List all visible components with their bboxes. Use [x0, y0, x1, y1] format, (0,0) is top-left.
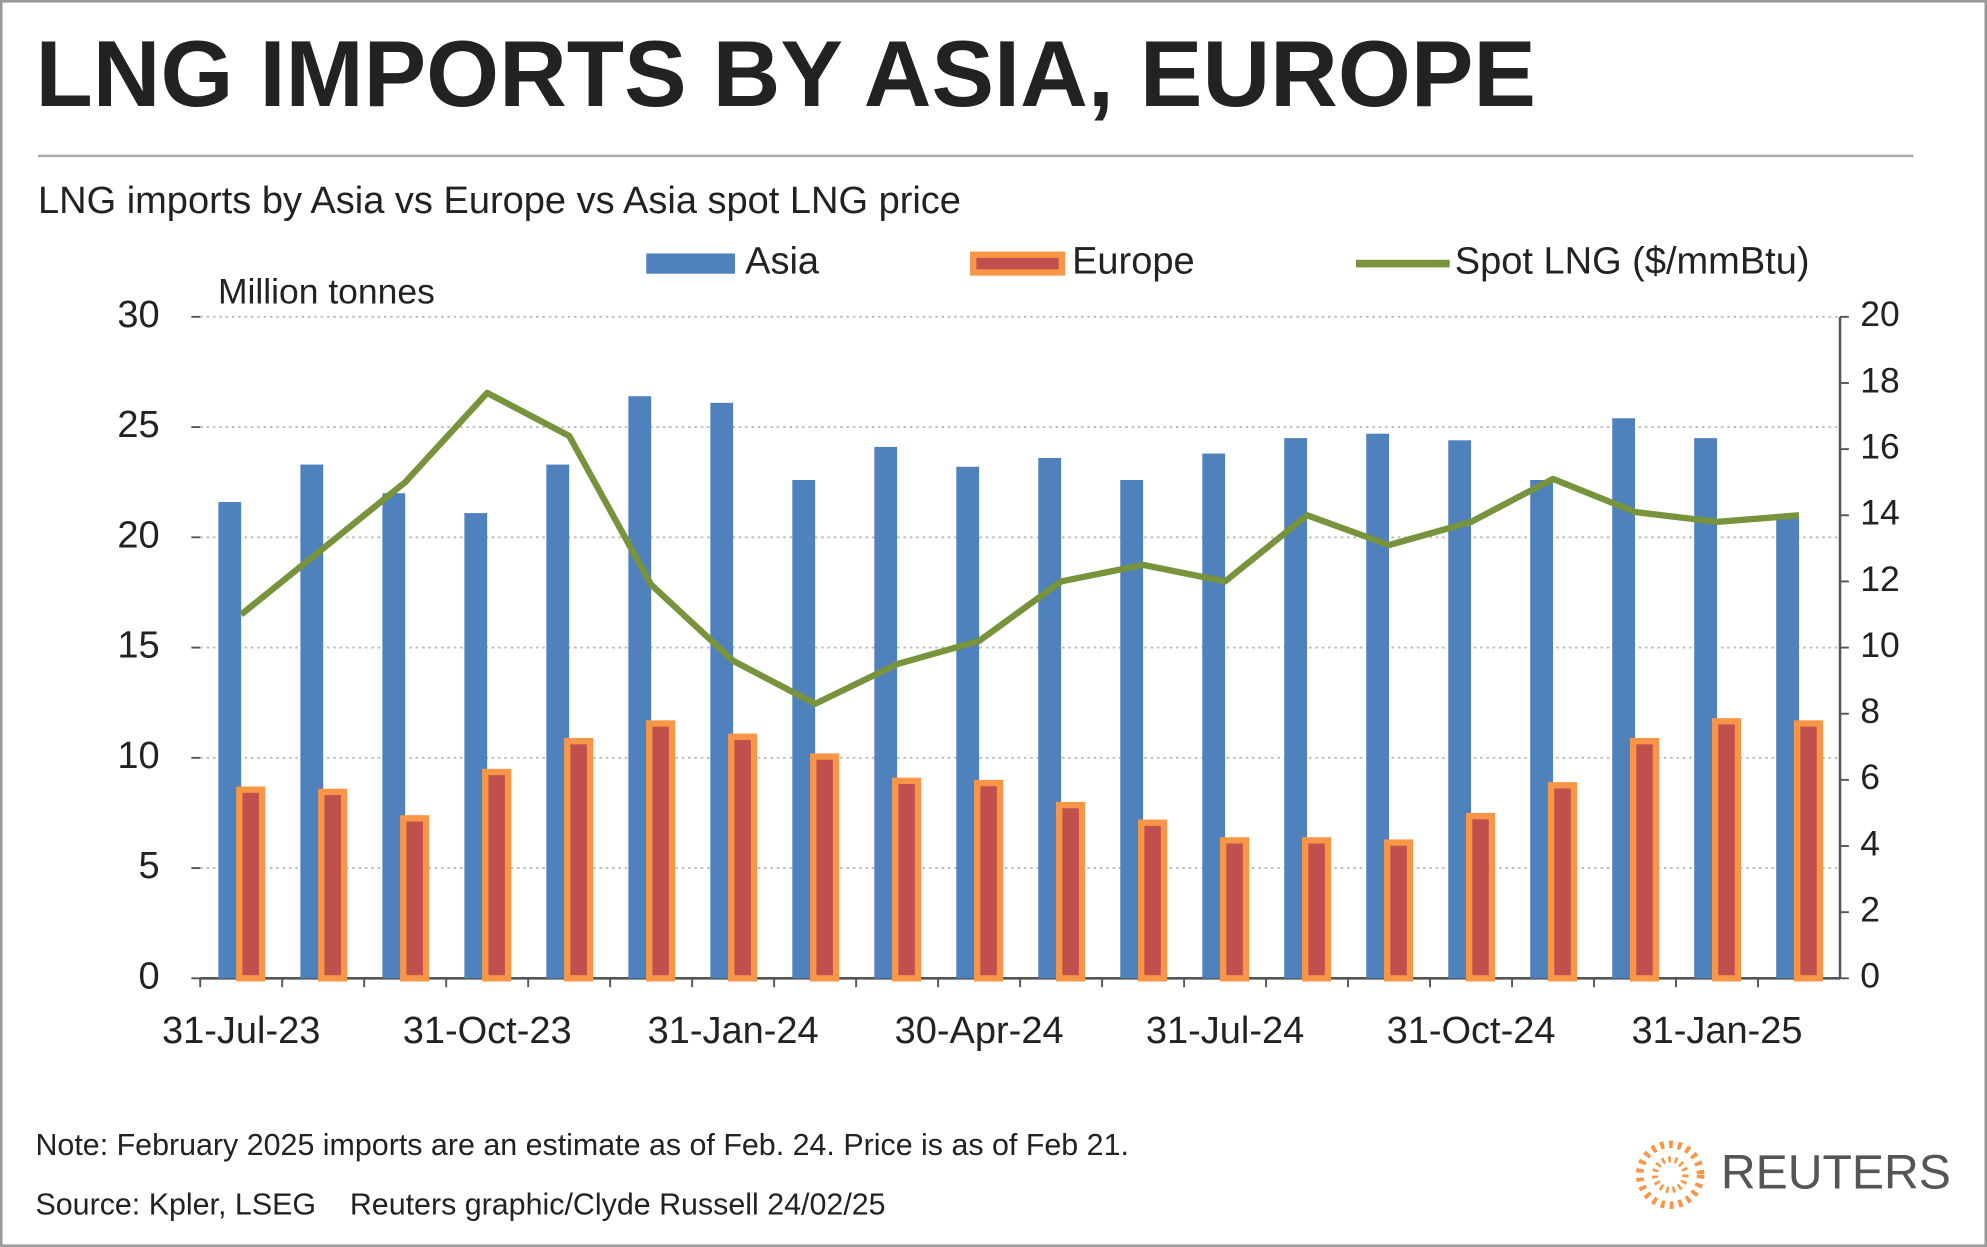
- bar: [382, 493, 406, 979]
- bar: [1202, 453, 1226, 979]
- y2-tick-label: 8: [1860, 691, 1880, 731]
- x-tick-label: 31-Oct-23: [403, 1010, 572, 1052]
- legend-swatch: [646, 253, 735, 274]
- chart-subtitle: LNG imports by Asia vs Europe vs Asia sp…: [38, 180, 961, 222]
- source: Source: Kpler, LSEG Reuters graphic/Clyd…: [35, 1187, 885, 1221]
- y2-tick-label: 2: [1860, 890, 1880, 930]
- y2-tick-label: 18: [1860, 360, 1899, 400]
- bar: [710, 402, 734, 979]
- x-tick-label: 31-Jan-24: [648, 1010, 819, 1052]
- y-axis-label: Million tonnes: [218, 271, 435, 311]
- line: [239, 389, 1800, 707]
- bar: [628, 396, 652, 979]
- y-tick-label: 10: [117, 735, 159, 777]
- y2-tick-label: 14: [1860, 493, 1899, 533]
- y-tick-label: 0: [139, 955, 160, 997]
- bar: [1138, 819, 1168, 982]
- bar: [1711, 718, 1742, 982]
- x-tick-label: 31-Jul-24: [1146, 1010, 1304, 1052]
- y-tick-label: 20: [117, 514, 159, 556]
- bar: [1120, 480, 1144, 979]
- bar: [1465, 812, 1496, 982]
- bar: [956, 466, 980, 979]
- bar: [1694, 438, 1718, 979]
- bar: [1302, 837, 1332, 982]
- bar: [1530, 480, 1554, 979]
- y-tick-label: 15: [117, 625, 159, 667]
- bar: [646, 720, 676, 982]
- x-tick-label: 31-Jul-23: [162, 1010, 320, 1052]
- bar: [1612, 418, 1636, 979]
- bar: [218, 502, 242, 979]
- bar: [482, 768, 512, 982]
- bar: [1448, 440, 1472, 979]
- logo-mark: [1635, 1140, 1705, 1209]
- y2-tick-label: 0: [1860, 956, 1880, 996]
- bar: [236, 786, 266, 982]
- bar: [300, 464, 324, 979]
- bar: [1383, 839, 1414, 982]
- brand-name: REUTERS: [1721, 1146, 1951, 1200]
- y2-tick-label: 10: [1860, 625, 1899, 665]
- bar: [564, 737, 594, 982]
- bar: [1284, 438, 1308, 979]
- y-tick-label: 5: [139, 845, 160, 887]
- bar: [728, 733, 758, 982]
- brand-logo: REUTERS: [1635, 1140, 1951, 1209]
- bar: [1793, 720, 1824, 982]
- bar: [1629, 737, 1660, 982]
- note: Note: February 2025 imports are an estim…: [35, 1128, 1128, 1162]
- bar: [1056, 801, 1086, 982]
- bar: [974, 779, 1004, 982]
- bar: [318, 788, 348, 982]
- y2-tick-label: 4: [1860, 823, 1880, 863]
- x-tick-label: 31-Jan-25: [1631, 1010, 1802, 1052]
- bar: [792, 480, 816, 979]
- x-tick-label: 30-Apr-24: [895, 1010, 1064, 1052]
- bar: [546, 464, 570, 979]
- bar: [1220, 837, 1250, 982]
- legend-label: Spot LNG ($/mmBtu): [1455, 241, 1810, 283]
- bar: [892, 777, 922, 982]
- logo-mark: [1651, 1156, 1689, 1194]
- bar: [810, 753, 840, 982]
- bar: [464, 513, 488, 979]
- y2-tick-label: 20: [1860, 294, 1899, 334]
- bar: [874, 446, 898, 979]
- y-tick-label: 30: [117, 294, 159, 336]
- bar: [1547, 782, 1578, 982]
- bar: [1366, 433, 1390, 979]
- legend-label: Europe: [1072, 241, 1195, 283]
- legend-swatch: [970, 251, 1066, 276]
- y-tick-label: 25: [117, 404, 159, 446]
- y2-tick-label: 12: [1860, 559, 1899, 599]
- bar: [1776, 517, 1800, 979]
- bar: [400, 815, 430, 982]
- y2-tick-label: 6: [1860, 757, 1880, 797]
- y2-tick-label: 16: [1860, 427, 1899, 467]
- legend-label: Asia: [745, 241, 820, 283]
- x-tick-label: 31-Oct-24: [1387, 1010, 1556, 1052]
- chart-title: LNG IMPORTS BY ASIA, EUROPE: [35, 21, 1535, 126]
